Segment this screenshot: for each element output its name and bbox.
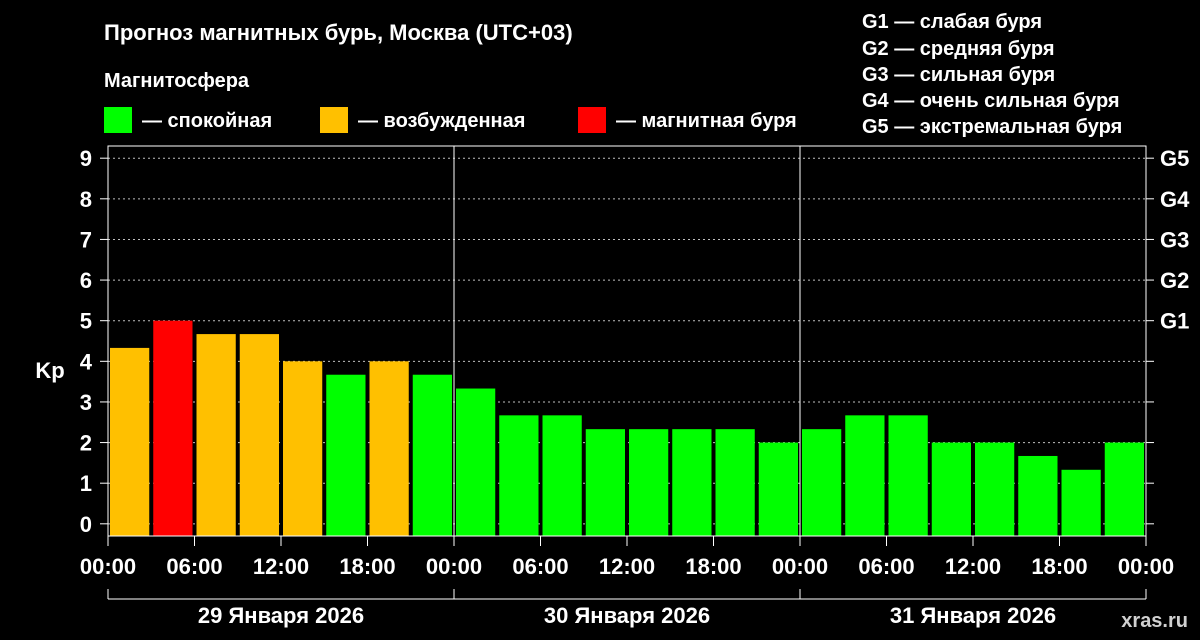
kp-bar bbox=[499, 415, 539, 536]
y-axis-label: Kp bbox=[35, 358, 64, 383]
x-tick-label: 00:00 bbox=[1118, 554, 1174, 579]
kp-bar bbox=[542, 415, 582, 536]
y-tick-label: 0 bbox=[80, 512, 92, 537]
y-tick-label: 6 bbox=[80, 268, 92, 293]
kp-bar bbox=[1061, 469, 1101, 536]
kp-bar bbox=[1018, 455, 1058, 536]
x-tick-label: 06:00 bbox=[166, 554, 222, 579]
kp-bar bbox=[196, 334, 236, 536]
kp-bar bbox=[802, 429, 842, 536]
storm-level-label-g4: G4 bbox=[1160, 187, 1190, 212]
x-tick-label: 18:00 bbox=[1031, 554, 1087, 579]
legend-swatch-excited bbox=[320, 107, 348, 133]
kp-bar bbox=[283, 361, 323, 536]
y-tick-label: 5 bbox=[80, 309, 92, 334]
kp-bar bbox=[845, 415, 885, 536]
plot-area: 0 1 2 3 4 5 6 7 8 9 G1 G2 G3 G4 G5 00:00 06:00 12:00 18:00… bbox=[80, 145, 1190, 628]
x-tick-label: 12:00 bbox=[599, 554, 655, 579]
kp-bar bbox=[931, 442, 971, 536]
legend-label-storm: — магнитная буря bbox=[616, 110, 797, 132]
date-label: 30 Января 2026 bbox=[544, 603, 710, 628]
kp-bar bbox=[672, 429, 712, 536]
kp-bar bbox=[456, 388, 496, 536]
kp-bar bbox=[629, 429, 669, 536]
kp-bar bbox=[326, 374, 366, 536]
y-tick-label: 4 bbox=[80, 349, 93, 374]
storm-scale-g3: G3 — сильная буря bbox=[862, 64, 1055, 86]
watermark: xras.ru bbox=[1121, 610, 1188, 632]
storm-level-label-g3: G3 bbox=[1160, 227, 1189, 252]
legend-label-excited: — возбужденная bbox=[358, 110, 525, 132]
storm-scale-g1: G1 — слабая буря bbox=[862, 11, 1042, 33]
x-tick-label: 06:00 bbox=[858, 554, 914, 579]
kp-bar bbox=[239, 334, 279, 536]
kp-bar bbox=[758, 442, 798, 536]
legend-label-calm: — спокойная bbox=[142, 110, 272, 132]
kp-bar bbox=[1104, 442, 1144, 536]
x-tick-label: 18:00 bbox=[339, 554, 395, 579]
x-tick-label: 12:00 bbox=[945, 554, 1001, 579]
kp-bar bbox=[110, 347, 150, 536]
storm-level-label-g2: G2 bbox=[1160, 268, 1189, 293]
kp-bar bbox=[975, 442, 1015, 536]
y-tick-label: 3 bbox=[80, 390, 92, 415]
legend-swatch-storm bbox=[578, 107, 606, 133]
storm-scale-g4: G4 — очень сильная буря bbox=[862, 90, 1120, 112]
x-tick-label: 00:00 bbox=[426, 554, 482, 579]
legend-swatch-calm bbox=[104, 107, 132, 133]
x-tick-label: 00:00 bbox=[772, 554, 828, 579]
kp-bar bbox=[715, 429, 755, 536]
x-tick-label: 00:00 bbox=[80, 554, 136, 579]
y-tick-label: 2 bbox=[80, 431, 92, 456]
y-tick-label: 1 bbox=[80, 471, 92, 496]
y-tick-label: 9 bbox=[80, 146, 92, 171]
kp-bar bbox=[412, 374, 452, 536]
kp-bar bbox=[888, 415, 928, 536]
kp-bar bbox=[585, 429, 625, 536]
x-tick-label: 18:00 bbox=[685, 554, 741, 579]
y-tick-label: 7 bbox=[80, 227, 92, 252]
storm-level-label-g5: G5 bbox=[1160, 146, 1189, 171]
x-tick-label: 12:00 bbox=[253, 554, 309, 579]
x-tick-label: 06:00 bbox=[512, 554, 568, 579]
storm-scale-g5: G5 — экстремальная буря bbox=[862, 116, 1122, 138]
kp-bar bbox=[369, 361, 409, 536]
magnetosphere-heading: Магнитосфера bbox=[104, 70, 250, 92]
storm-scale-g2: G2 — средняя буря bbox=[862, 38, 1055, 60]
date-label: 29 Января 2026 bbox=[198, 603, 364, 628]
y-tick-label: 8 bbox=[80, 187, 92, 212]
date-label: 31 Января 2026 bbox=[890, 603, 1056, 628]
kp-bar bbox=[153, 320, 193, 536]
storm-level-label-g1: G1 bbox=[1160, 309, 1189, 334]
chart-title: Прогноз магнитных бурь, Москва (UTC+03) bbox=[104, 20, 573, 45]
